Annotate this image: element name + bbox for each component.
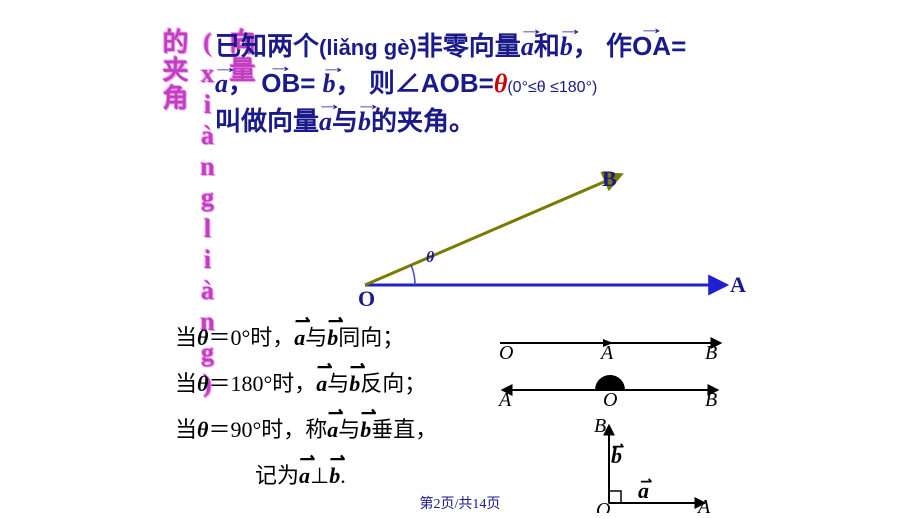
- svg-text:A: A: [497, 389, 512, 408]
- theta-label: θ: [426, 249, 435, 266]
- definition-text: 已知两个(liǎng gè)非零向量a和b， 作OA= a， OB= b， 则∠…: [215, 28, 915, 140]
- case-0deg: 当θ＝0°时，a与b同向；: [175, 315, 437, 361]
- definition-line3: 叫做向量a与b的夹角。: [215, 103, 915, 140]
- diagram-opposite-direction: A O B: [495, 372, 725, 408]
- page-footer: 第2页/共14页: [0, 493, 920, 513]
- angle-cases: 当θ＝0°时，a与b同向； 当θ＝180°时，a与b反向； 当θ＝90°时，称a…: [175, 315, 437, 499]
- svg-text:O: O: [499, 342, 513, 361]
- svg-text:⇀b: ⇀b: [611, 440, 624, 468]
- label-A: A: [730, 272, 746, 297]
- angle-arc: [411, 265, 415, 285]
- main-angle-diagram: θ O A B: [300, 140, 760, 320]
- svg-text:B: B: [705, 389, 717, 408]
- label-O: O: [358, 286, 375, 311]
- svg-text:A: A: [599, 342, 614, 361]
- svg-text:B: B: [705, 342, 717, 361]
- case-180deg: 当θ＝180°时，a与b反向；: [175, 361, 437, 407]
- diagram-same-direction: O A B: [495, 325, 725, 361]
- svg-text:O: O: [603, 389, 617, 408]
- line-OB: [365, 175, 620, 285]
- svg-text:B: B: [594, 418, 606, 437]
- label-B: B: [602, 166, 617, 191]
